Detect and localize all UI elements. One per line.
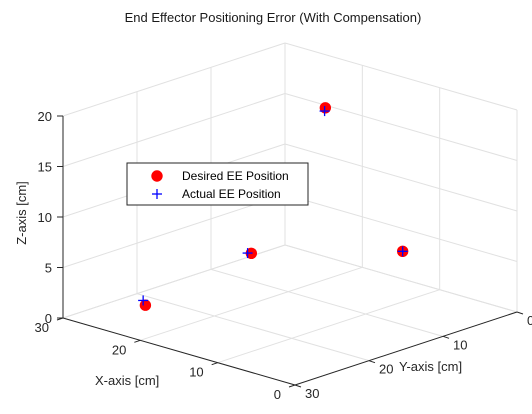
back-wall-grid-line xyxy=(62,42,286,117)
y-tick-label: 30 xyxy=(305,386,319,401)
chart-title: End Effector Positioning Error (With Com… xyxy=(125,10,422,25)
z-tick-label: 10 xyxy=(38,210,52,225)
x-tick-label: 0 xyxy=(274,387,281,402)
legend-entry-actual: Actual EE Position xyxy=(182,187,281,201)
y-tick-mark xyxy=(368,360,376,364)
side-wall-grid-line xyxy=(284,143,518,212)
y-tick-mark xyxy=(516,311,524,315)
desired-position-point xyxy=(139,299,152,311)
legend-entry-desired: Desired EE Position xyxy=(182,169,289,183)
legend-marker-desired xyxy=(151,170,163,182)
y-tick-label: 20 xyxy=(379,362,393,377)
side-wall-grid-line xyxy=(284,42,518,111)
back-wall-grid-line xyxy=(62,194,286,268)
y-axis-label: Y-axis [cm] xyxy=(399,359,462,374)
y-axis-line xyxy=(294,311,518,386)
floor-grid-line xyxy=(140,266,363,341)
actual-position-point xyxy=(242,248,253,259)
grid-lines xyxy=(62,42,518,386)
desired-position-point xyxy=(319,102,332,114)
data-points xyxy=(138,102,409,311)
y-tick-mark xyxy=(442,335,450,339)
z-axis-label: Z-axis [cm] xyxy=(14,181,29,245)
floor-grid-line xyxy=(210,268,444,337)
x-tick-mark xyxy=(134,339,141,343)
z-tick-label: 20 xyxy=(38,109,52,124)
x-tick-mark xyxy=(288,384,296,388)
actual-position-point xyxy=(319,106,330,117)
x-tick-label: 20 xyxy=(112,342,126,357)
y-tick-label: 10 xyxy=(453,337,467,352)
legend-marker-desired-shape xyxy=(151,170,163,182)
axes xyxy=(56,115,524,388)
x-tick-label: 30 xyxy=(35,320,49,335)
z-tick-label: 5 xyxy=(45,261,52,276)
legend-marker-actual-shape xyxy=(152,189,162,199)
back-wall-grid-line xyxy=(62,93,286,167)
z-tick-label: 15 xyxy=(38,160,52,175)
legend-marker-actual xyxy=(152,189,162,199)
actual-position-point xyxy=(138,295,149,306)
z-tick-label: 0 xyxy=(45,311,52,326)
floor-grid-line xyxy=(136,293,370,362)
floor-grid-line xyxy=(217,289,440,364)
actual-position-point xyxy=(397,246,408,257)
y-tick-mark xyxy=(294,384,302,388)
x-tick-label: 10 xyxy=(189,365,203,380)
side-wall-grid-line xyxy=(284,194,518,262)
y-tick-label: 0 xyxy=(527,313,532,328)
legend: Desired EE Position Actual EE Position xyxy=(126,162,309,206)
x-axis-line xyxy=(62,317,296,386)
side-wall-grid-line xyxy=(284,244,518,313)
x-axis-label: X-axis [cm] xyxy=(95,373,159,388)
side-wall-grid-line xyxy=(284,93,518,161)
x-tick-mark xyxy=(211,362,218,366)
